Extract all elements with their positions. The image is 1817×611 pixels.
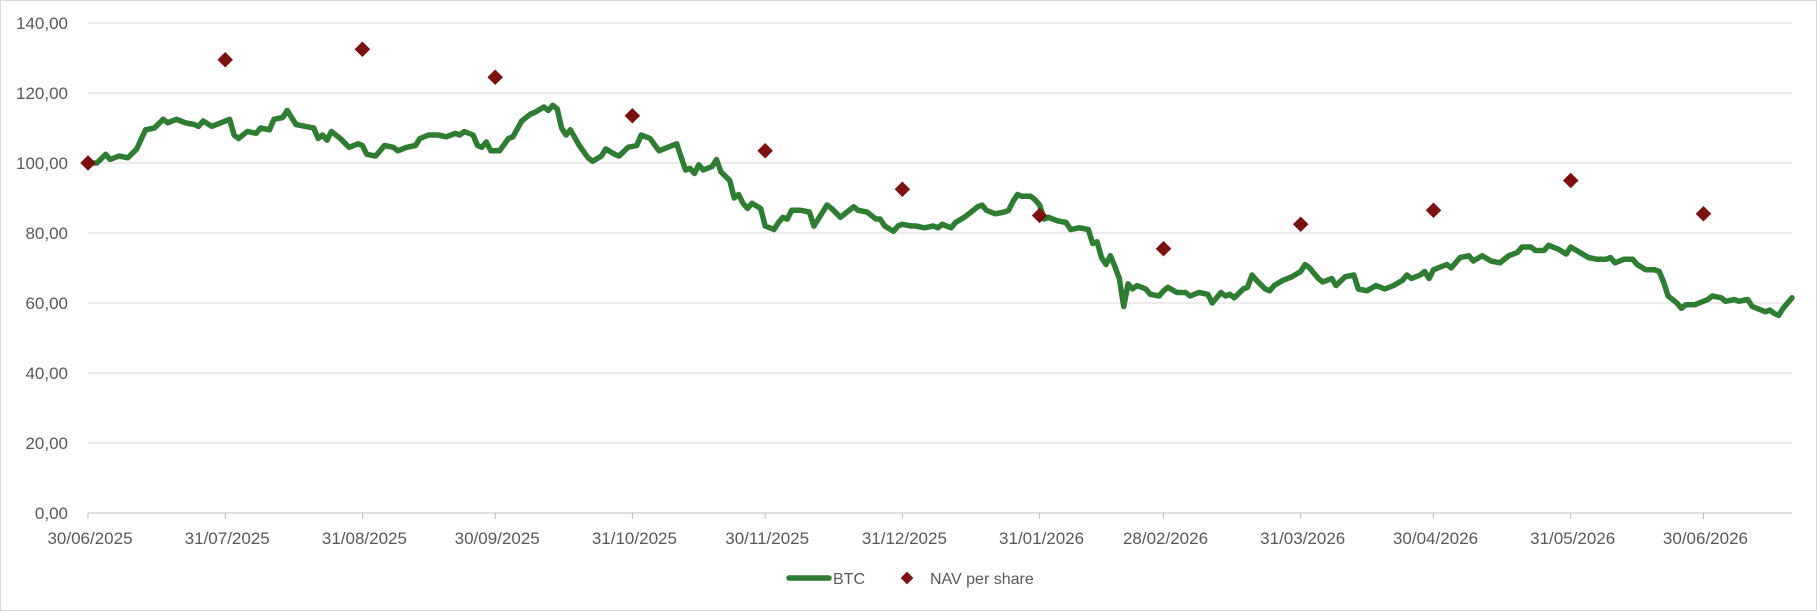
nav-point bbox=[894, 181, 911, 198]
nav-point bbox=[1425, 202, 1442, 219]
nav-point bbox=[487, 69, 503, 86]
legend-nav-label: NAV per share bbox=[930, 571, 1034, 588]
nav-point bbox=[354, 41, 371, 58]
nav-point bbox=[80, 155, 96, 171]
y-axis: 0,00 20,00 40,00 60,00 80,00 100,00 120,00 140,… bbox=[16, 14, 68, 523]
btc-line bbox=[85, 102, 1795, 319]
x-tick-label: 31/12/2025 bbox=[862, 529, 947, 548]
nav-point bbox=[624, 107, 641, 124]
nav-point bbox=[757, 142, 773, 159]
x-tick-label: 31/10/2025 bbox=[592, 529, 677, 548]
btc-series bbox=[85, 102, 1795, 319]
y-tick-label: 40,00 bbox=[25, 364, 68, 383]
x-tick-label: 30/06/2026 bbox=[1663, 529, 1748, 548]
x-tick-label: 30/11/2025 bbox=[725, 529, 809, 548]
legend-nav-swatch bbox=[900, 571, 914, 585]
nav-point bbox=[217, 51, 233, 68]
x-tick-label: 31/01/2026 bbox=[999, 529, 1084, 548]
y-tick-label: 80,00 bbox=[25, 224, 68, 243]
y-tick-label: 0,00 bbox=[35, 504, 68, 523]
nav-point bbox=[1695, 205, 1712, 222]
x-tick-label: 30/04/2026 bbox=[1393, 529, 1478, 548]
y-tick-label: 140,00 bbox=[16, 14, 68, 33]
x-tick-label: 30/06/2025 bbox=[47, 529, 132, 548]
y-tick-label: 120,00 bbox=[16, 84, 68, 103]
x-tick-label: 30/09/2025 bbox=[455, 529, 540, 548]
nav-per-share-series bbox=[80, 41, 1712, 257]
y-tick-label: 20,00 bbox=[25, 434, 68, 453]
nav-point bbox=[1562, 172, 1579, 189]
x-tick-label: 28/02/2026 bbox=[1123, 529, 1208, 548]
x-tick-label: 31/08/2025 bbox=[322, 529, 407, 548]
y-tick-label: 60,00 bbox=[25, 294, 68, 313]
x-axis: 30/06/2025 31/07/2025 31/08/2025 30/09/2025… bbox=[47, 513, 1748, 548]
x-tick-label: 31/05/2026 bbox=[1530, 529, 1615, 548]
nav-point bbox=[1155, 240, 1172, 257]
nav-point bbox=[1031, 207, 1048, 224]
gridlines bbox=[88, 22, 1792, 514]
y-tick-label: 100,00 bbox=[16, 154, 68, 173]
x-tick-label: 31/07/2025 bbox=[185, 529, 270, 548]
legend: BTC NAV per share bbox=[786, 571, 1034, 588]
nav-point bbox=[1292, 216, 1309, 233]
x-tick-label: 31/03/2026 bbox=[1260, 529, 1345, 548]
legend-btc-label: BTC bbox=[833, 571, 865, 588]
